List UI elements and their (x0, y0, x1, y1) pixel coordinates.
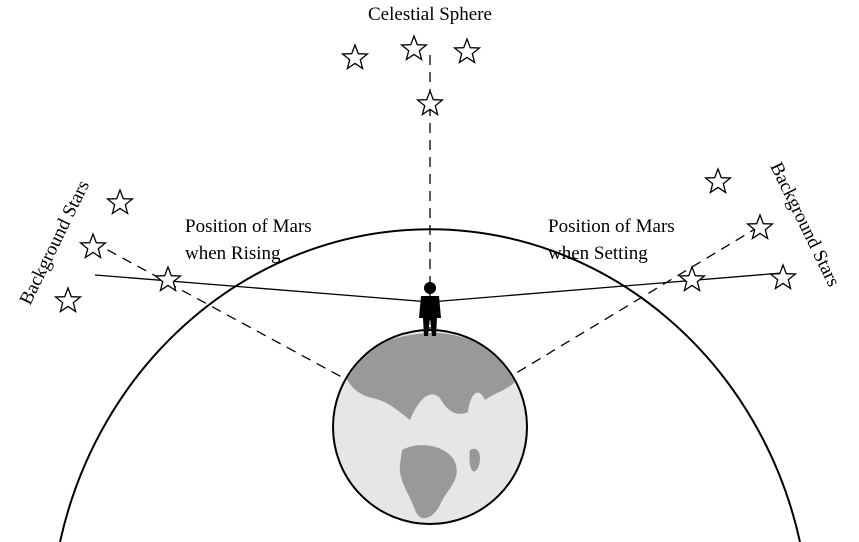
rising-label: Position of Mars (185, 216, 312, 237)
observer (419, 282, 441, 336)
title: Celestial Sphere (368, 4, 492, 25)
stars (54, 35, 797, 313)
background-stars-right: Background Stars (766, 159, 844, 290)
rising-label: when Rising (185, 243, 281, 264)
setting-label: Position of Mars (548, 216, 675, 237)
setting-label: when Setting (548, 243, 648, 264)
earth (332, 329, 528, 525)
